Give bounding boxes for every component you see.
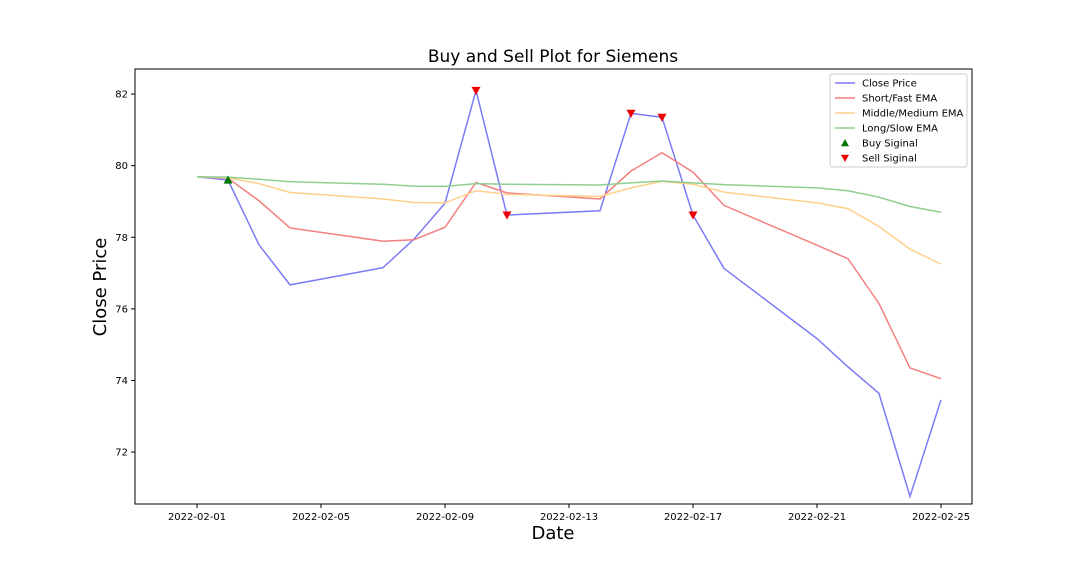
legend-label-0: Close Price <box>862 79 917 90</box>
series-line-0 <box>196 87 942 500</box>
sell-signal-marker-3 <box>657 113 667 122</box>
x-axis-label: Date <box>531 523 574 544</box>
y-tick-label-5: 82 <box>115 90 128 101</box>
legend-label-2: Middle/Medium EMA <box>862 109 964 120</box>
buy-signal-marker-0 <box>223 175 233 184</box>
x-tick-label-5: 2022-02-21 <box>788 512 846 523</box>
legend: Close Price Short/Fast EMA Middle/Medium E… <box>829 73 968 168</box>
series-line-3 <box>196 176 942 213</box>
series-line-1 <box>196 151 942 380</box>
chart-title: Buy and Sell Plot for Siemens <box>428 47 678 67</box>
x-tick-label-6: 2022-02-25 <box>912 512 970 523</box>
x-axis: 2022-02-01 2022-02-05 2022-02-09 2022-02-13… <box>168 504 970 523</box>
legend-label-1: Short/Fast EMA <box>862 94 937 105</box>
legend-box <box>829 73 968 168</box>
x-tick-label-4: 2022-02-17 <box>664 512 722 523</box>
sell-signal-marker-2 <box>626 109 636 118</box>
legend-label-3: Long/Slow EMA <box>862 124 938 135</box>
x-tick-label-0: 2022-02-01 <box>168 512 226 523</box>
sell-signal-marker-4 <box>688 211 698 220</box>
plot-frame <box>134 68 973 505</box>
y-tick-label-0: 72 <box>115 448 128 459</box>
legend-label-5: Sell Siginal <box>862 154 917 165</box>
x-tick-label-2: 2022-02-09 <box>416 512 474 523</box>
y-tick-label-4: 80 <box>115 161 128 172</box>
sell-signal-marker-1 <box>502 211 512 220</box>
legend-swatch-4 <box>841 139 849 147</box>
y-tick-label-1: 74 <box>115 376 128 387</box>
legend-swatch-5 <box>841 154 849 162</box>
x-tick-label-3: 2022-02-13 <box>540 512 598 523</box>
x-tick-label-1: 2022-02-05 <box>292 512 350 523</box>
y-tick-label-3: 78 <box>115 233 128 244</box>
y-axis: 72 74 76 78 80 82 <box>115 90 135 459</box>
sell-signal-marker-0 <box>471 86 481 95</box>
plot-lines <box>196 87 942 500</box>
y-tick-label-2: 76 <box>115 304 128 315</box>
series-line-2 <box>196 176 942 265</box>
legend-label-4: Buy Siginal <box>862 139 918 150</box>
plot-markers <box>223 86 698 220</box>
y-axis-label: Close Price <box>90 238 111 337</box>
